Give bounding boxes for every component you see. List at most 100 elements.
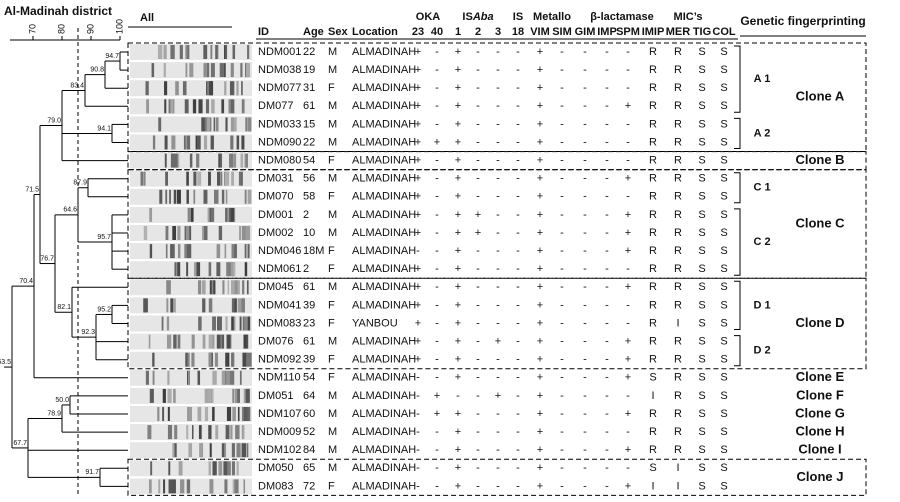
cell: M	[328, 173, 337, 185]
gel-lane	[130, 297, 252, 314]
gel-band	[211, 99, 215, 114]
cell: 2	[303, 209, 309, 221]
cell: -	[476, 426, 480, 438]
clone-label: Clone A	[796, 89, 845, 104]
cell: -	[560, 209, 564, 221]
cell: S	[649, 372, 656, 384]
cell: ALMADINAH	[352, 480, 416, 492]
gel-band	[233, 280, 238, 295]
gel-band	[204, 388, 209, 403]
cell: 61	[303, 336, 315, 348]
cell: ALMADINAH	[352, 372, 416, 384]
cell: -	[583, 227, 587, 239]
cell: S	[720, 263, 727, 275]
gel-band	[234, 479, 239, 494]
cell: -	[560, 390, 564, 402]
gel-band	[196, 153, 200, 168]
cell: +	[537, 227, 543, 239]
cell: -	[605, 299, 609, 311]
gel-band	[246, 316, 251, 331]
cell: DM076	[258, 336, 293, 348]
cell: DM045	[258, 281, 293, 293]
gel-band	[231, 244, 236, 259]
cell: -	[496, 281, 500, 293]
cell: +	[537, 426, 543, 438]
gel-band	[224, 171, 230, 186]
gel-band	[186, 45, 190, 59]
gel-band	[170, 99, 174, 114]
gel-band	[197, 135, 201, 150]
cell: -	[583, 408, 587, 420]
gel-band	[238, 443, 243, 458]
gel-band	[152, 135, 156, 150]
cell: R	[674, 209, 682, 221]
cell: +	[537, 336, 543, 348]
gel-band	[216, 244, 221, 259]
gel-band	[204, 407, 209, 421]
cell: F	[328, 245, 335, 257]
cell: +	[475, 227, 481, 239]
cell: -	[496, 462, 500, 474]
cell: +	[415, 336, 421, 348]
cell: +	[537, 46, 543, 58]
gel-band	[220, 153, 223, 168]
node-label: 76.7	[40, 255, 54, 262]
cell: +	[537, 317, 543, 329]
gel-band	[203, 189, 208, 204]
cell: S	[720, 209, 727, 221]
node-label: 50.0	[55, 397, 69, 404]
cell: M	[328, 136, 337, 148]
cell: 54	[303, 372, 315, 384]
gel-band	[225, 316, 228, 331]
cell: +	[415, 281, 421, 293]
cell: 52	[303, 426, 315, 438]
cell: R	[674, 354, 682, 366]
gel-band	[174, 425, 178, 440]
cell: S	[698, 46, 705, 58]
cell: -	[416, 408, 420, 420]
cell: -	[496, 191, 500, 203]
cell: R	[649, 155, 657, 167]
subgroup-bracket	[734, 335, 741, 367]
cell: S	[698, 155, 705, 167]
cell: S	[720, 155, 727, 167]
cell: -	[496, 100, 500, 112]
clone-box	[127, 169, 867, 279]
cell: +	[415, 173, 421, 185]
node-label: 83.4	[70, 82, 84, 89]
clone-label: Clone C	[795, 215, 845, 230]
cell: -	[605, 426, 609, 438]
cell: NDM009	[258, 426, 301, 438]
gel-band	[226, 334, 231, 349]
gel-band	[233, 207, 236, 222]
cell: S	[720, 82, 727, 94]
cell: +	[415, 227, 421, 239]
node-label: 67.7	[13, 440, 27, 447]
cell: S	[720, 281, 727, 293]
gel-band	[214, 189, 219, 204]
cell: +	[625, 173, 631, 185]
cell: NDM083	[258, 317, 301, 329]
cell: -	[560, 372, 564, 384]
cell: -	[583, 64, 587, 76]
gel-band	[241, 425, 244, 440]
cell: S	[698, 118, 705, 130]
cell: 58	[303, 191, 315, 203]
cell: +	[537, 390, 543, 402]
gel-band	[245, 117, 247, 132]
cell: S	[720, 173, 727, 185]
cell: DM002	[258, 227, 293, 239]
sub-header: SPM	[616, 26, 640, 38]
gel-band	[224, 244, 227, 259]
cell: -	[435, 336, 439, 348]
cell: NDM107	[258, 408, 301, 420]
cell: DM051	[258, 390, 293, 402]
gel-band	[166, 316, 170, 331]
cell: R	[649, 299, 657, 311]
gel-band	[237, 280, 241, 295]
cell: +	[455, 155, 461, 167]
cell: S	[720, 390, 727, 402]
cell: -	[435, 64, 439, 76]
gel-band	[240, 171, 243, 186]
node-label: 87.9	[73, 180, 87, 187]
